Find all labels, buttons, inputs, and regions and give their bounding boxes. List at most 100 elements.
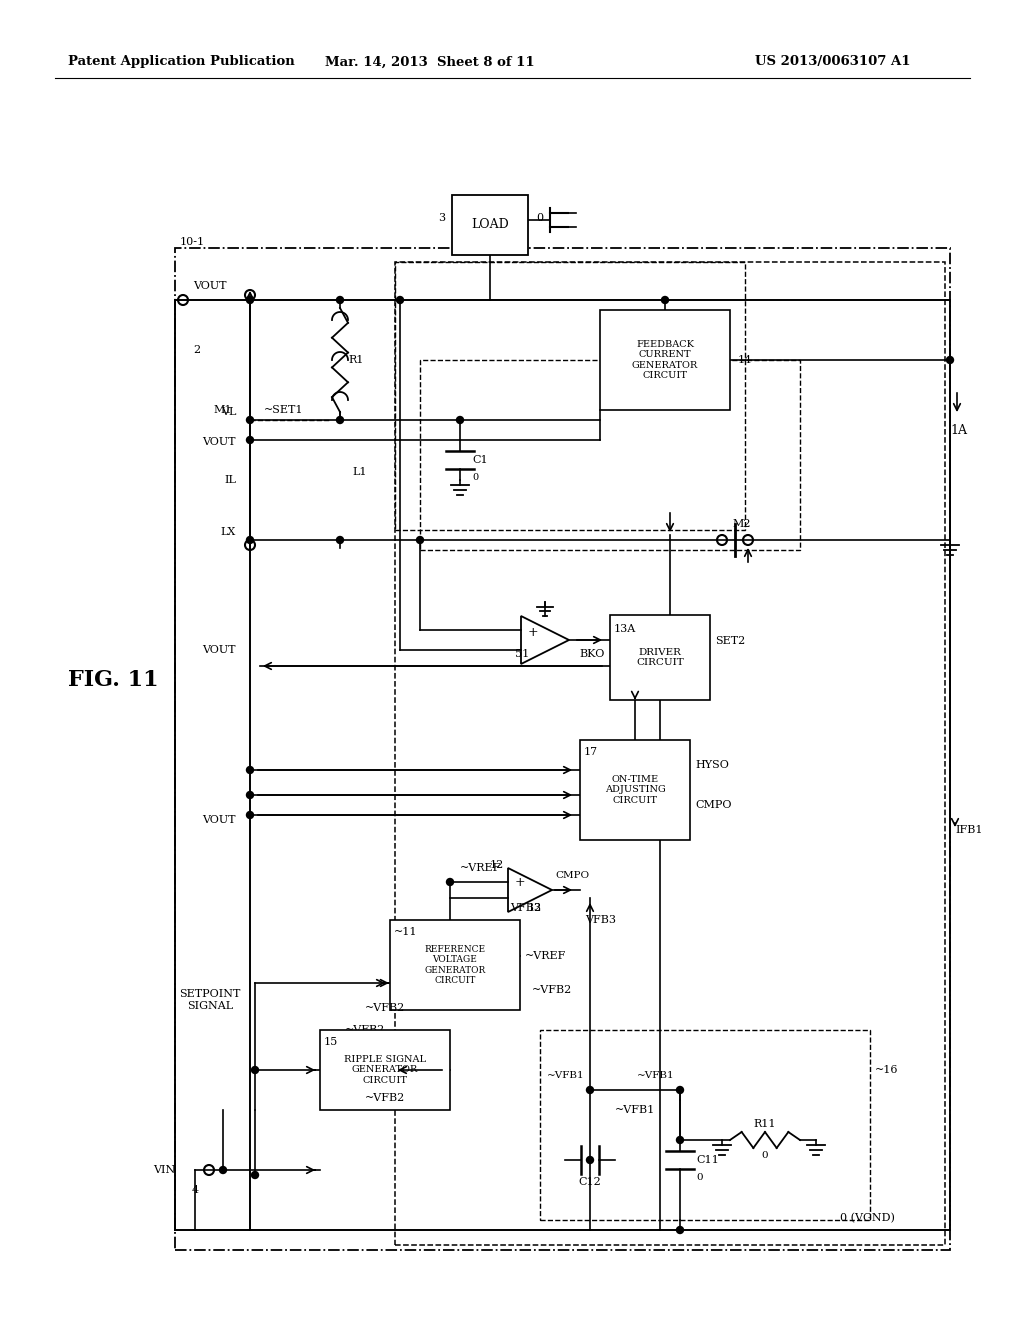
Bar bbox=[395, 261, 745, 531]
Circle shape bbox=[662, 297, 669, 304]
Bar bbox=[395, 261, 945, 1245]
Bar bbox=[319, 1030, 450, 1110]
Text: ~VFB2: ~VFB2 bbox=[365, 1093, 406, 1104]
Text: VFB3: VFB3 bbox=[510, 903, 541, 913]
Bar bbox=[452, 195, 528, 255]
Text: LX: LX bbox=[221, 527, 236, 537]
Text: ~VFB2: ~VFB2 bbox=[345, 1026, 385, 1035]
Text: ~VFB2: ~VFB2 bbox=[532, 985, 572, 995]
Text: VFB3: VFB3 bbox=[585, 915, 616, 925]
Text: VOUT: VOUT bbox=[203, 437, 236, 447]
Text: 0: 0 bbox=[536, 213, 543, 223]
Text: DRIVER
CIRCUIT: DRIVER CIRCUIT bbox=[636, 648, 684, 667]
Circle shape bbox=[219, 1167, 226, 1173]
Text: 4: 4 bbox=[191, 1185, 199, 1195]
Text: Mar. 14, 2013  Sheet 8 of 11: Mar. 14, 2013 Sheet 8 of 11 bbox=[326, 55, 535, 69]
Text: R1: R1 bbox=[348, 355, 364, 366]
Text: Patent Application Publication: Patent Application Publication bbox=[68, 55, 295, 69]
Bar bbox=[420, 360, 800, 550]
Text: 3: 3 bbox=[438, 213, 445, 223]
Circle shape bbox=[247, 767, 254, 774]
Text: 0 (VGND): 0 (VGND) bbox=[840, 1213, 895, 1224]
Text: FEEDBACK
CURRENT
GENERATOR
CIRCUIT: FEEDBACK CURRENT GENERATOR CIRCUIT bbox=[632, 339, 698, 380]
Text: 13A: 13A bbox=[614, 624, 636, 634]
Text: 2: 2 bbox=[193, 345, 200, 355]
Text: ~11: ~11 bbox=[394, 927, 418, 937]
Text: FIG. 11: FIG. 11 bbox=[68, 669, 159, 690]
Text: ~VREF: ~VREF bbox=[525, 950, 566, 961]
Circle shape bbox=[247, 417, 254, 424]
Circle shape bbox=[247, 297, 254, 304]
Bar bbox=[175, 248, 950, 1250]
Circle shape bbox=[587, 1086, 594, 1093]
Text: VOUT: VOUT bbox=[203, 814, 236, 825]
Text: M2: M2 bbox=[732, 519, 751, 529]
Text: ~VFB1: ~VFB1 bbox=[614, 1105, 655, 1115]
Text: 0: 0 bbox=[472, 474, 478, 483]
Bar bbox=[600, 310, 730, 411]
Text: IFB1: IFB1 bbox=[955, 825, 982, 836]
Text: CMPO: CMPO bbox=[695, 800, 731, 810]
Text: 1A: 1A bbox=[950, 424, 967, 437]
Bar bbox=[540, 1030, 870, 1220]
Text: US 2013/0063107 A1: US 2013/0063107 A1 bbox=[755, 55, 910, 69]
Text: LOAD: LOAD bbox=[471, 219, 509, 231]
Text: BKO: BKO bbox=[579, 649, 604, 659]
Text: 15: 15 bbox=[324, 1038, 338, 1047]
Text: SETPOINT
SIGNAL: SETPOINT SIGNAL bbox=[179, 989, 241, 1011]
Text: ~SET1: ~SET1 bbox=[264, 405, 303, 414]
Text: C12: C12 bbox=[579, 1177, 601, 1187]
Circle shape bbox=[446, 879, 454, 886]
Circle shape bbox=[946, 356, 953, 363]
Text: +: + bbox=[527, 626, 539, 639]
Circle shape bbox=[247, 812, 254, 818]
Circle shape bbox=[247, 437, 254, 444]
Text: M1: M1 bbox=[213, 405, 232, 414]
Text: VOUT: VOUT bbox=[203, 645, 236, 655]
Text: RIPPLE SIGNAL
GENERATOR
CIRCUIT: RIPPLE SIGNAL GENERATOR CIRCUIT bbox=[344, 1055, 426, 1085]
Text: CMPO: CMPO bbox=[555, 871, 589, 880]
Text: R11: R11 bbox=[754, 1119, 776, 1129]
Text: SET2: SET2 bbox=[715, 635, 745, 645]
Text: ~VREF: ~VREF bbox=[460, 863, 502, 873]
Text: 12: 12 bbox=[528, 903, 543, 913]
Text: HYSO: HYSO bbox=[695, 760, 729, 770]
Circle shape bbox=[677, 1137, 683, 1143]
Circle shape bbox=[337, 536, 343, 544]
Text: IL: IL bbox=[224, 475, 236, 484]
Text: ~VFB1: ~VFB1 bbox=[637, 1072, 675, 1081]
Text: 17: 17 bbox=[584, 747, 598, 756]
Circle shape bbox=[247, 536, 254, 544]
Bar bbox=[610, 615, 710, 700]
Circle shape bbox=[396, 297, 403, 304]
Text: 12: 12 bbox=[490, 861, 504, 870]
Circle shape bbox=[337, 297, 343, 304]
Circle shape bbox=[252, 1172, 258, 1179]
Bar bbox=[390, 920, 520, 1010]
Text: 0: 0 bbox=[762, 1151, 768, 1160]
Text: 10-1: 10-1 bbox=[180, 238, 205, 247]
Bar bbox=[580, 741, 690, 840]
Text: VL: VL bbox=[220, 407, 236, 417]
Text: 0: 0 bbox=[696, 1173, 702, 1183]
Text: ~VFB2: ~VFB2 bbox=[365, 1003, 406, 1012]
Text: 14: 14 bbox=[738, 355, 753, 366]
Text: C1: C1 bbox=[472, 455, 487, 465]
Circle shape bbox=[457, 417, 464, 424]
Circle shape bbox=[252, 1067, 258, 1073]
Text: L1: L1 bbox=[352, 467, 367, 477]
Circle shape bbox=[417, 536, 424, 544]
Text: 51: 51 bbox=[515, 649, 529, 659]
Text: REFERENCE
VOLTAGE
GENERATOR
CIRCUIT: REFERENCE VOLTAGE GENERATOR CIRCUIT bbox=[424, 945, 485, 985]
Text: VIN: VIN bbox=[153, 1166, 175, 1175]
Text: ON-TIME
ADJUSTING
CIRCUIT: ON-TIME ADJUSTING CIRCUIT bbox=[604, 775, 666, 805]
Text: VOUT: VOUT bbox=[193, 281, 226, 290]
Circle shape bbox=[247, 792, 254, 799]
Text: ~VFB1: ~VFB1 bbox=[548, 1072, 585, 1081]
Circle shape bbox=[587, 1156, 594, 1163]
Text: +: + bbox=[515, 876, 525, 890]
Circle shape bbox=[677, 1086, 683, 1093]
Text: ~16: ~16 bbox=[874, 1065, 898, 1074]
Circle shape bbox=[677, 1226, 683, 1233]
Text: C11: C11 bbox=[696, 1155, 719, 1166]
